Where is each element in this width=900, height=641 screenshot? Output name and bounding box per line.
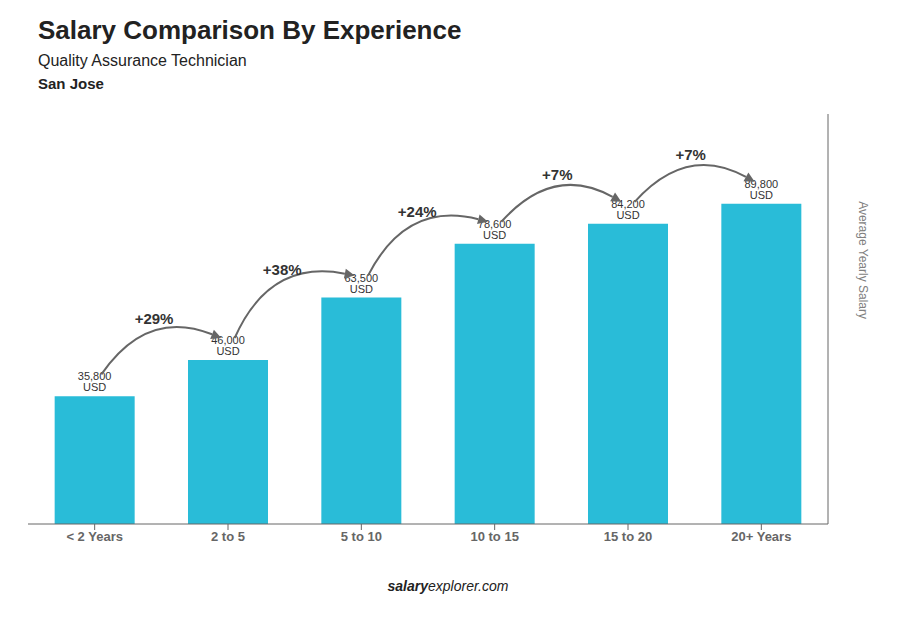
html-text:78,600: 78,600: [477, 217, 512, 230]
html-text:USD: USD: [216, 345, 240, 357]
svg-text:35,800USD: 35,800USD: [78, 370, 112, 393]
html-text:USD: USD: [749, 188, 773, 201]
html-text:USD: USD: [616, 208, 640, 221]
html-text:46,000: 46,000: [211, 334, 245, 346]
svg-text:Average Yearly Salary: Average Yearly Salary: [856, 201, 870, 319]
svg-text:5 to 10: 5 to 10: [341, 529, 382, 544]
html-text:89,800: 89,800: [744, 177, 779, 190]
svg-text:+29%: +29%: [135, 310, 174, 327]
html-text:USD: USD: [349, 282, 373, 295]
svg-text:20+ Years: 20+ Years: [731, 529, 791, 544]
svg-text:2 to 5: 2 to 5: [211, 529, 245, 544]
html-text:Quality Assurance Technician: Quality Assurance Technician: [38, 52, 247, 69]
html-text:USD: USD: [483, 228, 507, 241]
svg-text:+38%: +38%: [263, 261, 302, 278]
svg-text:< 2 Years: < 2 Years: [66, 529, 123, 544]
svg-text:+7%: +7%: [542, 166, 572, 183]
svg-text:15 to 20: 15 to 20: [604, 529, 652, 544]
html-text:63,500: 63,500: [344, 271, 379, 284]
html-text:Salary Comparison By Experienc: Salary Comparison By Experience: [38, 15, 462, 45]
html-text:salary explorer.com: salary explorer.com: [387, 578, 509, 594]
html-text:84,200: 84,200: [611, 197, 645, 210]
svg-text:+7%: +7%: [675, 146, 705, 163]
html-text:San Jose: San Jose: [38, 75, 104, 92]
svg-text:10 to 15: 10 to 15: [470, 529, 518, 544]
svg-text:+24%: +24%: [398, 203, 437, 220]
